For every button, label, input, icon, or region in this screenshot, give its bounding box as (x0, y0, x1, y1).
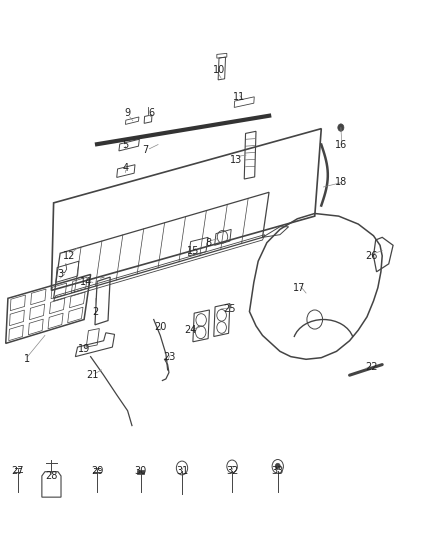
Text: 27: 27 (12, 466, 24, 475)
Text: 6: 6 (148, 108, 155, 118)
Text: 7: 7 (142, 145, 148, 155)
Text: 18: 18 (335, 176, 347, 187)
Polygon shape (137, 470, 144, 474)
Text: 13: 13 (230, 156, 243, 165)
Text: 10: 10 (213, 66, 225, 75)
Text: 21: 21 (87, 370, 99, 380)
Text: 12: 12 (63, 251, 75, 261)
Text: 16: 16 (335, 140, 347, 150)
Text: 30: 30 (134, 466, 147, 475)
Text: 23: 23 (163, 352, 175, 361)
Text: 32: 32 (226, 466, 238, 475)
Text: 26: 26 (365, 251, 378, 261)
Text: 4: 4 (122, 164, 128, 173)
Text: 3: 3 (57, 270, 63, 279)
Text: 31: 31 (176, 466, 188, 475)
Text: 24: 24 (184, 325, 197, 335)
Text: 1: 1 (25, 354, 31, 364)
Text: 14: 14 (80, 277, 92, 287)
Text: 29: 29 (91, 466, 103, 475)
Text: 19: 19 (78, 344, 90, 354)
Circle shape (275, 463, 280, 470)
Text: 5: 5 (122, 140, 128, 150)
Text: 15: 15 (187, 246, 199, 256)
Text: 2: 2 (92, 306, 98, 317)
Text: 25: 25 (224, 304, 236, 314)
Text: 33: 33 (272, 466, 284, 475)
Text: 17: 17 (293, 282, 306, 293)
Circle shape (338, 124, 344, 131)
Text: 8: 8 (205, 238, 211, 248)
Text: 28: 28 (45, 471, 58, 481)
Text: 22: 22 (365, 362, 378, 372)
Text: 20: 20 (154, 322, 166, 333)
Text: 11: 11 (233, 92, 245, 102)
Text: 9: 9 (124, 108, 131, 118)
